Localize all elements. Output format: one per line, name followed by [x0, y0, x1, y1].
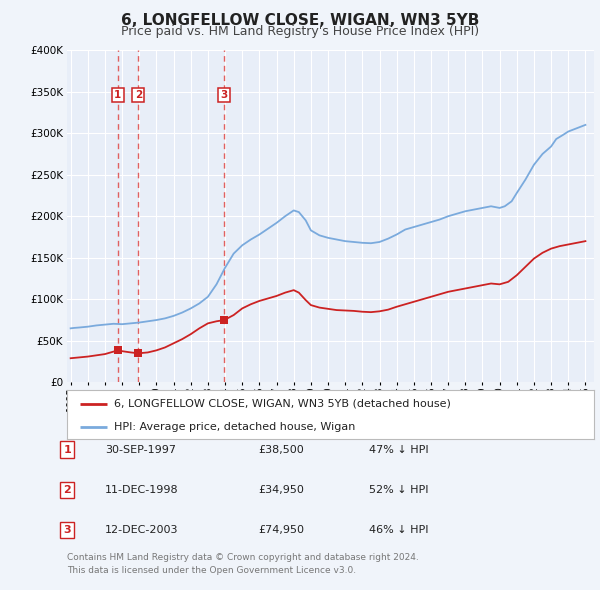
Text: 3: 3 [64, 525, 71, 535]
Text: 2: 2 [135, 90, 142, 100]
Text: 46% ↓ HPI: 46% ↓ HPI [369, 525, 428, 535]
Text: This data is licensed under the Open Government Licence v3.0.: This data is licensed under the Open Gov… [67, 566, 356, 575]
Text: 1: 1 [114, 90, 121, 100]
Text: 52% ↓ HPI: 52% ↓ HPI [369, 485, 428, 494]
Text: 3: 3 [221, 90, 228, 100]
Text: 1: 1 [64, 445, 71, 454]
Text: 47% ↓ HPI: 47% ↓ HPI [369, 445, 428, 454]
Text: £34,950: £34,950 [258, 485, 304, 494]
Text: Contains HM Land Registry data © Crown copyright and database right 2024.: Contains HM Land Registry data © Crown c… [67, 553, 419, 562]
Text: 2: 2 [64, 485, 71, 494]
Text: 12-DEC-2003: 12-DEC-2003 [105, 525, 179, 535]
Text: 6, LONGFELLOW CLOSE, WIGAN, WN3 5YB: 6, LONGFELLOW CLOSE, WIGAN, WN3 5YB [121, 13, 479, 28]
Text: £38,500: £38,500 [258, 445, 304, 454]
Text: 11-DEC-1998: 11-DEC-1998 [105, 485, 179, 494]
Text: Price paid vs. HM Land Registry's House Price Index (HPI): Price paid vs. HM Land Registry's House … [121, 25, 479, 38]
Text: £74,950: £74,950 [258, 525, 304, 535]
Text: 30-SEP-1997: 30-SEP-1997 [105, 445, 176, 454]
Text: HPI: Average price, detached house, Wigan: HPI: Average price, detached house, Wiga… [113, 422, 355, 432]
Text: 6, LONGFELLOW CLOSE, WIGAN, WN3 5YB (detached house): 6, LONGFELLOW CLOSE, WIGAN, WN3 5YB (det… [113, 399, 451, 409]
